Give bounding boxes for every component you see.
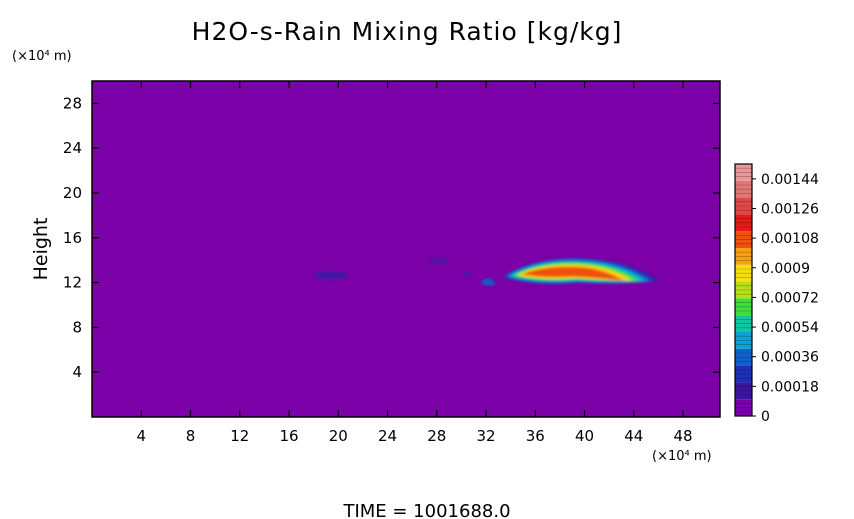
x-tick-label: 8: [186, 427, 196, 445]
colorbar-frame: [734, 163, 753, 417]
x-tick-label: 16: [279, 427, 298, 445]
y-tick-label: 20: [63, 184, 82, 202]
x-tick-label: 12: [230, 427, 249, 445]
colorbar-swatch: [735, 231, 752, 248]
x-axis-ticks: 4 8 12 16 20 24 28 32 36 40 44 48: [136, 81, 693, 445]
y-unit-label: (×10⁴ m): [12, 49, 72, 64]
feature-level: [428, 258, 450, 264]
colorbar-swatch: [735, 365, 752, 383]
y-tick-label: 8: [72, 318, 82, 336]
plot-background: [92, 81, 720, 417]
x-tick-label: 28: [427, 427, 446, 445]
x-tick-label: 44: [624, 427, 643, 445]
colorbar-swatch: [735, 382, 752, 400]
rain-features: [307, 255, 665, 287]
y-tick-label: 24: [63, 139, 82, 157]
colorbar-swatch: [735, 164, 752, 181]
y-axis-label: Height: [30, 218, 52, 281]
y-tick-label: 16: [63, 229, 82, 247]
x-tick-label: 36: [526, 427, 545, 445]
colorbar-swatch: [735, 315, 752, 332]
colorbar-swatch: [735, 332, 752, 349]
colorbar-tick-label: 0.00144: [761, 172, 819, 188]
colorbar: 0 0.00018 0.00036 0.00054 0.00072 0.0009 0.001…: [734, 163, 819, 425]
y-tick-label: 28: [63, 94, 82, 112]
x-unit-label: (×10⁴ m): [652, 449, 712, 464]
colorbar-swatch: [735, 248, 752, 265]
rain-feature: [424, 255, 456, 265]
rain-feature: [307, 265, 357, 283]
x-tick-label: 4: [136, 427, 146, 445]
colorbar-swatch: [735, 180, 752, 198]
y-tick-label: 4: [72, 363, 82, 381]
colorbar-tick-label: 0.00036: [761, 350, 819, 366]
feature-level: [462, 270, 472, 276]
colorbar-swatch: [735, 298, 752, 316]
x-tick-label: 32: [476, 427, 495, 445]
x-tick-label: 48: [674, 427, 693, 445]
y-axis-ticks: 4 8 12 16 20 24 28: [63, 94, 720, 381]
rain-feature: [461, 267, 474, 278]
colorbar-tick-label: 0.00054: [761, 320, 819, 336]
colorbar-tick-label: 0.00072: [761, 290, 819, 306]
rain-feature: [479, 276, 499, 287]
colorbar-tick-label: 0.00018: [761, 379, 819, 395]
colorbar-swatch: [735, 197, 752, 215]
x-tick-label: 40: [575, 427, 594, 445]
colorbar-swatch: [735, 348, 752, 366]
x-tick-label: 20: [329, 427, 348, 445]
chart-title: H2O-s-Rain Mixing Ratio [kg/kg]: [192, 17, 623, 46]
feature-level: [482, 279, 495, 285]
colorbar-swatch: [735, 264, 752, 282]
colorbar-swatch: [735, 399, 752, 416]
colorbar-tick-label: 0.00126: [761, 201, 819, 217]
feature-level: [313, 271, 349, 280]
rain-feature: [498, 256, 665, 286]
y-tick-label: 12: [63, 274, 82, 292]
plot-frame: [91, 80, 721, 418]
time-label: TIME = 1001688.0: [342, 501, 510, 519]
colorbar-swatch: [735, 281, 752, 299]
colorbar-tick-label: 0.00108: [761, 231, 819, 247]
feature-level: [523, 267, 622, 281]
colorbar-tick-label: 0: [761, 409, 770, 425]
colorbar-swatch: [735, 214, 752, 232]
x-tick-label: 24: [378, 427, 397, 445]
colorbar-tick-label: 0.0009: [761, 261, 810, 277]
